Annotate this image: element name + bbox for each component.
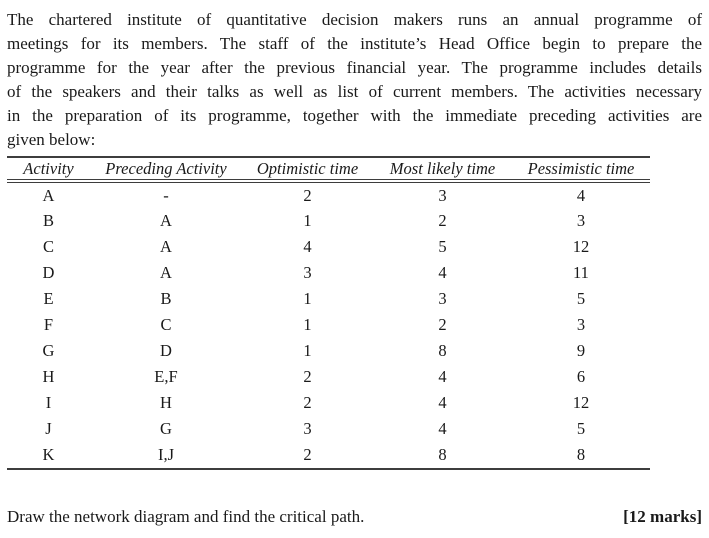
cell-activity: B — [42, 211, 54, 230]
question-line: Draw the network diagram and find the cr… — [7, 505, 702, 529]
table-row: G D 1 8 9 — [7, 338, 650, 364]
intro-line: meetings for its members. The staff of t… — [7, 34, 702, 53]
activity-table: Activity Preceding Activity Optimistic t… — [7, 156, 650, 470]
cell-preceding-activity: A — [160, 211, 172, 230]
cell-pessimistic-time: 12 — [572, 393, 590, 412]
cell-preceding-activity: G — [160, 419, 172, 438]
cell-most-likely-time: 4 — [438, 393, 447, 412]
cell-activity: C — [42, 237, 54, 256]
cell-pessimistic-time: 5 — [576, 289, 586, 308]
header-most-likely-time: Most likely time — [373, 157, 512, 183]
cell-preceding-activity: H — [160, 393, 172, 412]
table-row: C A 4 5 12 — [7, 234, 650, 260]
cell-activity: H — [42, 367, 55, 386]
cell-most-likely-time: 2 — [438, 315, 447, 334]
cell-optimistic-time: 1 — [303, 341, 312, 360]
intro-line: of the speakers and their talks as well … — [7, 82, 702, 101]
cell-preceding-activity: C — [160, 315, 172, 334]
intro-line: The chartered institute of quantitative … — [7, 10, 702, 29]
table-row: J G 3 4 5 — [7, 416, 650, 442]
cell-preceding-activity: - — [163, 185, 169, 205]
table-header-row: Activity Preceding Activity Optimistic t… — [7, 157, 650, 183]
cell-optimistic-time: 2 — [303, 445, 312, 464]
cell-most-likely-time: 4 — [438, 419, 447, 438]
cell-most-likely-time: 8 — [438, 445, 447, 464]
cell-optimistic-time: 1 — [303, 211, 312, 230]
cell-activity: J — [45, 419, 52, 438]
cell-optimistic-time: 1 — [303, 315, 312, 334]
header-pessimistic-time: Pessimistic time — [512, 157, 650, 183]
table-row: E B 1 3 5 — [7, 286, 650, 312]
cell-pessimistic-time: 9 — [576, 341, 586, 360]
cell-optimistic-time: 2 — [303, 367, 312, 386]
cell-preceding-activity: E,F — [154, 367, 178, 386]
cell-preceding-activity: D — [160, 341, 172, 360]
marks-badge: [12 marks] — [623, 507, 702, 526]
cell-most-likely-time: 3 — [438, 289, 447, 308]
cell-activity: A — [42, 185, 55, 205]
table-row: A - 2 3 4 — [7, 181, 650, 208]
cell-pessimistic-time: 11 — [573, 263, 589, 282]
table-row: D A 3 4 11 — [7, 260, 650, 286]
header-activity: Activity — [7, 157, 90, 183]
table-body: A - 2 3 4 B A 1 2 3 C A 4 5 12 D A 3 4 1… — [7, 181, 650, 469]
intro-line: given below: — [7, 130, 96, 149]
cell-optimistic-time: 3 — [303, 263, 312, 282]
cell-preceding-activity: I,J — [157, 445, 175, 464]
cell-most-likely-time: 3 — [438, 185, 447, 205]
cell-preceding-activity: A — [160, 263, 172, 282]
cell-activity: D — [42, 263, 55, 282]
cell-preceding-activity: A — [160, 237, 172, 256]
table-row: H E,F 2 4 6 — [7, 364, 650, 390]
cell-activity: E — [43, 289, 54, 308]
cell-most-likely-time: 8 — [438, 341, 447, 360]
cell-pessimistic-time: 5 — [576, 419, 586, 438]
question-text: Draw the network diagram and find the cr… — [7, 507, 365, 526]
table-row: B A 1 2 3 — [7, 208, 650, 234]
cell-optimistic-time: 3 — [303, 419, 312, 438]
cell-most-likely-time: 2 — [438, 211, 447, 230]
cell-most-likely-time: 4 — [438, 367, 447, 386]
table-row: F C 1 2 3 — [7, 312, 650, 338]
cell-activity: K — [42, 445, 55, 464]
cell-activity: G — [42, 341, 55, 360]
intro-line: programme for the year after the previou… — [7, 58, 702, 77]
cell-optimistic-time: 4 — [303, 237, 312, 256]
cell-pessimistic-time: 4 — [576, 185, 586, 205]
cell-most-likely-time: 5 — [438, 237, 447, 256]
cell-activity: I — [45, 393, 52, 412]
cell-most-likely-time: 4 — [438, 263, 447, 282]
table-row: I H 2 4 12 — [7, 390, 650, 416]
cell-pessimistic-time: 6 — [576, 367, 586, 386]
cell-preceding-activity: B — [160, 289, 172, 308]
intro-line: in the preparation of its programme, tog… — [7, 106, 702, 125]
cell-pessimistic-time: 8 — [576, 445, 586, 464]
cell-optimistic-time: 1 — [303, 289, 312, 308]
cell-pessimistic-time: 12 — [572, 237, 590, 256]
intro-paragraph: The chartered institute of quantitative … — [7, 8, 702, 152]
header-preceding-activity: Preceding Activity — [90, 157, 242, 183]
cell-pessimistic-time: 3 — [576, 211, 586, 230]
cell-activity: F — [43, 315, 54, 334]
header-optimistic-time: Optimistic time — [242, 157, 373, 183]
cell-optimistic-time: 2 — [303, 185, 312, 205]
cell-pessimistic-time: 3 — [576, 315, 586, 334]
table-row: K I,J 2 8 8 — [7, 442, 650, 469]
cell-optimistic-time: 2 — [303, 393, 312, 412]
